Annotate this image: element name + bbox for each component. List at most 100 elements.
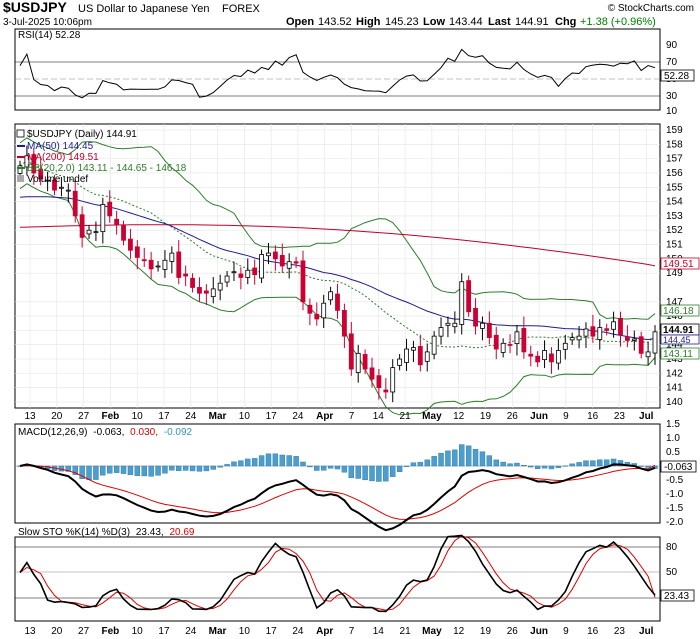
date-tick-label: Apr — [316, 411, 333, 422]
candle-body — [486, 322, 492, 338]
date-tick-label: 16 — [587, 626, 599, 637]
macd-hist-bar — [176, 465, 182, 472]
date-tick-label: Mar — [209, 411, 227, 422]
rsi-frame — [14, 28, 661, 111]
candle-body — [590, 326, 596, 337]
macd-signal-line — [19, 464, 656, 520]
date-axis-bottom: 13 20 27 Feb 10 17 24 Mar 10 17 24 Apr 7 14 21 May 12 19 2… — [24, 626, 653, 637]
macd-legend-prefix: MACD(12,26,9) — [18, 427, 87, 438]
macd-hist-bar — [93, 465, 99, 480]
macd-hist-bar — [396, 465, 403, 472]
candle-body — [397, 358, 403, 366]
macd-hist-bar — [555, 465, 562, 468]
macd-hist-bar — [507, 463, 513, 467]
macd-tick-label: -1.0 — [666, 489, 684, 500]
last-price-badge-text: 144.91 — [663, 325, 694, 336]
price-panel: $USDJPY (Daily) 144.91 MA(50) 144.45 MA(… — [14, 123, 700, 416]
brand-watermark: © StockCharts.com — [608, 3, 694, 14]
macd-hist-bar — [590, 460, 596, 467]
candle-body — [342, 309, 347, 337]
legend-swatch-main — [16, 129, 25, 138]
macd-hist-bar — [210, 465, 216, 470]
candle-body — [459, 281, 465, 325]
candle-body — [203, 290, 209, 294]
date-tick-label: 23 — [614, 411, 626, 422]
date-tick-label: Jun — [530, 626, 548, 637]
bb-upper-badge-text: 146.18 — [663, 306, 694, 317]
candle-body — [266, 252, 271, 257]
date-tick-label: 10 — [239, 626, 251, 637]
macd-hist-bar — [327, 465, 334, 469]
candle-body — [618, 317, 623, 336]
macd-hist-bar — [417, 461, 424, 467]
macd-hist-bar — [534, 465, 541, 469]
candle-body — [638, 336, 644, 354]
date-tick-label: 10 — [239, 411, 251, 422]
rsi-value-badge — [660, 69, 695, 82]
date-tick-label: 17 — [266, 411, 278, 422]
candle-body — [404, 348, 409, 363]
candle-body — [307, 304, 313, 314]
macd-hist-bar — [279, 454, 285, 467]
macd-hist-bar — [348, 465, 355, 479]
date-tick-label: 10 — [132, 411, 144, 422]
macd-hist-bar — [189, 465, 196, 472]
candle-body — [335, 293, 340, 311]
macd-hist-bar — [355, 465, 361, 479]
date-tick-label: 16 — [587, 411, 599, 422]
price-legend-ma50: MA(50) 144.45 — [27, 141, 94, 152]
candle-body — [597, 327, 603, 340]
macd-hist-bar — [182, 465, 189, 471]
macd-hist-bar — [238, 460, 244, 467]
macd-hist-bar — [438, 452, 444, 467]
macd-hist-bar — [231, 461, 237, 467]
bb-lower-badge — [660, 347, 700, 360]
candle-body — [169, 252, 175, 262]
macd-hist-bar — [583, 460, 589, 467]
date-tick-label: 17 — [158, 626, 170, 637]
bb-lower-badge-text: 143.11 — [663, 349, 693, 360]
macd-hist-bar — [610, 458, 617, 467]
macd-hist-bar — [617, 460, 624, 467]
macd-hist-bar — [472, 449, 479, 467]
candle-body — [300, 260, 306, 303]
candle-body — [259, 254, 264, 279]
candle-body — [411, 347, 416, 351]
macd-hist-bar — [548, 465, 555, 470]
macd-tick-label: -1.5 — [666, 503, 684, 514]
macd-value-badge — [660, 460, 697, 473]
date-tick-label: Jul — [639, 626, 654, 637]
rsi-legend: RSI(14) 52.28 — [18, 30, 81, 41]
candle-body — [52, 179, 57, 191]
date-tick-label: 9 — [563, 411, 569, 422]
bb-middle-line — [19, 160, 656, 349]
date-tick-label: 26 — [507, 626, 519, 637]
bb-upper-badge — [660, 304, 700, 317]
macd-hist-bar — [459, 444, 465, 467]
candle-body — [121, 225, 126, 241]
candle-body — [190, 277, 195, 288]
candle-body — [438, 327, 444, 337]
price-legend-ma200: MA(200) 149.51 — [27, 152, 99, 163]
price-legend-volume: Volume undef — [27, 174, 88, 185]
sto-legend-d: 20.69 — [169, 527, 194, 538]
candle-body — [279, 255, 285, 267]
macd-hist-bar — [79, 465, 85, 479]
symbol-title: $USDJPY — [3, 0, 67, 15]
rsi-tick-70: 70 — [666, 57, 678, 68]
candle-body — [569, 337, 575, 341]
legend-swatch-volume — [17, 175, 24, 182]
date-tick-label: 17 — [266, 626, 278, 637]
candle-body — [514, 331, 520, 344]
macd-hist-bar — [148, 465, 154, 477]
macd-hist-bar — [251, 458, 258, 467]
macd-hist-bar — [562, 465, 568, 467]
candle-body — [500, 342, 506, 353]
macd-hist-bar — [127, 465, 134, 476]
date-tick-label: 17 — [158, 411, 170, 422]
candle-body — [555, 350, 561, 364]
macd-hist-bar — [300, 461, 306, 467]
macd-hist-bar — [86, 465, 92, 480]
candle-body — [355, 352, 361, 373]
macd-hist-bar — [169, 465, 175, 471]
